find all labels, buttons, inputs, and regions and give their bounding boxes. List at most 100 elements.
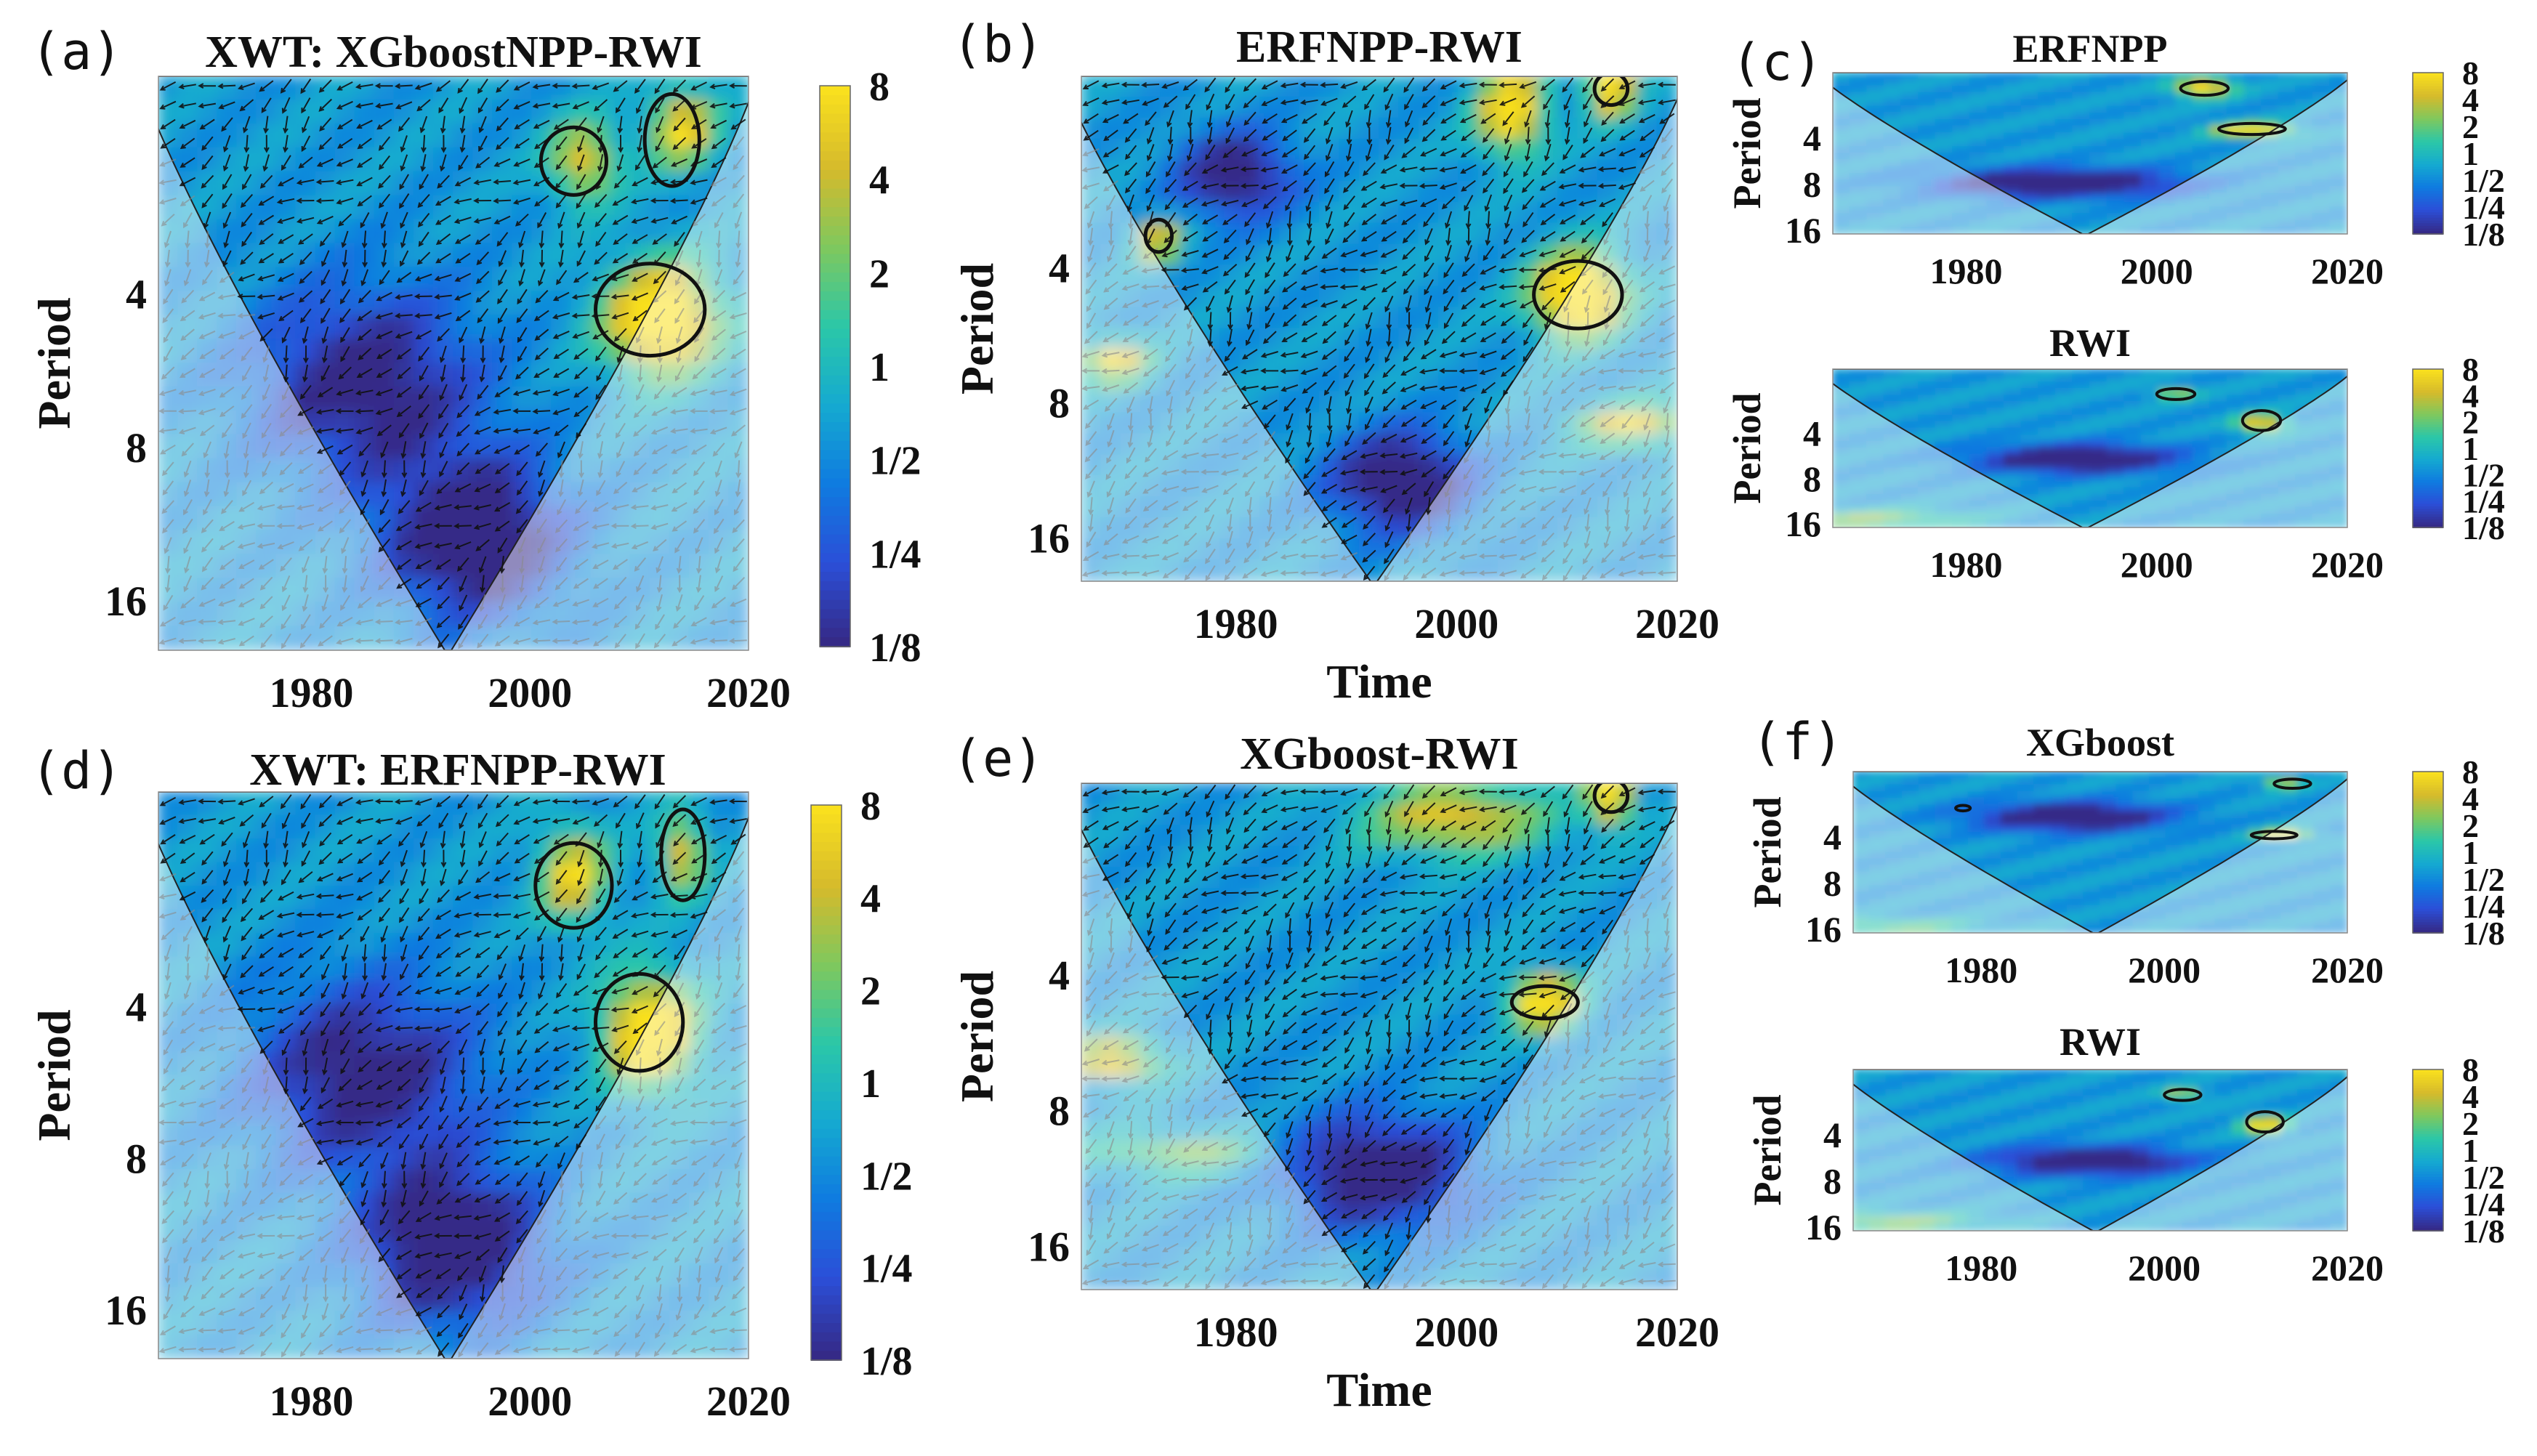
colorbar-tick-label: 2 [869,251,890,296]
x-tick-label: 2000 [488,669,572,716]
chart-title: RWI [2060,1020,2141,1064]
colorbar-tick-label: 1/8 [2462,1213,2505,1250]
colorbar-tick-label: 1 [2462,1132,2479,1169]
cone-of-influence-line [1833,369,2347,527]
cone-of-influence-line [1833,73,2347,234]
plot-frame [158,791,749,1359]
panel-label: (e) [952,729,1044,788]
power-field [1853,772,2347,933]
colorbar-tick-label: 1 [2462,430,2479,467]
colorbar-tick-label: 1 [2462,135,2479,172]
y-axis-label: Period [28,297,80,429]
colorbar-tick-label: 2 [860,969,881,1014]
x-tick-label: 1980 [270,1378,354,1425]
y-tick-label: 16 [1805,1207,1842,1247]
colorbar-tick-label: 8 [2462,351,2479,388]
x-tick-label: 1980 [1930,251,2003,291]
panel-b: 1980 2000 2020 4 8 16 Period Time ERFNPP-RWI (b) [951,15,1719,708]
colorbar-tick-label: 1/8 [2462,915,2505,952]
x-tick-label: 1980 [1930,544,2003,585]
panel-label: (a) [31,22,122,81]
x-tick-label: 2000 [1414,600,1499,647]
colorbar-tick-label: 1/8 [2462,509,2505,546]
cone-of-influence-line [158,792,749,1359]
y-tick-label: 16 [1785,210,1821,251]
chart-title: RWI [2049,321,2131,365]
colorbar-tick-label: 8 [2462,1051,2479,1088]
chart-title: ERFNPP-RWI [1236,23,1522,72]
y-axis-label: Period [1725,98,1769,209]
phase-arrows [158,78,747,650]
significance-contour [593,971,685,1073]
y-axis-label: Period [951,263,1003,395]
power-field [1833,369,2347,527]
y-tick-label: 16 [1805,909,1842,950]
y-axis-label: Period [1746,797,1789,908]
x-tick-label: 2000 [2128,950,2201,990]
significance-contour [1592,76,1630,108]
significance-contour [539,125,609,197]
plot-frame [1852,771,2348,934]
significance-contour [2179,80,2230,97]
colorbar-tick-label: 1/8 [869,626,921,671]
y-tick-label: 8 [1823,1161,1842,1202]
colorbar-tick-label: 4 [2462,377,2479,414]
significance-contour [1143,217,1174,254]
x-tick-label: 2000 [1414,1309,1499,1356]
panel-d: 1980 2000 2020 4 8 16 Period XWT: ERFNPP-RWI (d)… [28,741,913,1425]
colorbar-tick-label: 1/8 [2462,216,2505,253]
x-tick-label: 1980 [1945,950,2017,990]
y-tick-label: 16 [105,1287,147,1334]
y-tick-label: 4 [126,984,147,1031]
y-tick-label: 4 [1823,817,1842,857]
phase-arrows [158,794,747,1358]
power-field [158,76,749,650]
y-tick-label: 4 [126,270,147,318]
significance-contour [2163,1088,2203,1102]
y-tick-label: 4 [1803,413,1821,454]
x-tick-label: 2000 [2121,544,2193,585]
y-tick-label: 16 [105,578,147,625]
y-tick-label: 8 [1803,164,1821,205]
y-tick-label: 8 [126,424,147,472]
y-tick-label: 4 [1823,1115,1842,1155]
colorbar-tick-label: 1/4 [2462,888,2505,925]
x-tick-label: 2020 [2311,950,2384,990]
colorbar-tick-label: 1/8 [860,1339,913,1384]
significance-contour [1592,783,1630,814]
y-tick-label: 16 [1028,1223,1070,1270]
cone-of-influence-mask [1853,1069,2347,1231]
plot-frame [1081,76,1678,582]
y-axis-label: Period [1725,393,1769,504]
colorbar-tick-label: 8 [860,784,881,829]
panel-label: (f) [1751,712,1843,772]
y-tick-label: 4 [1049,244,1070,291]
significance-contour [2249,830,2299,841]
colorbar-tick-label: 8 [869,65,890,110]
colorbar-tick-label: 4 [2462,81,2479,118]
colorbar-tick-label: 1/4 [869,532,921,577]
y-axis-label: Period [951,971,1003,1102]
x-tick-label: 1980 [1945,1247,2017,1288]
plot-frame [158,76,749,651]
y-tick-label: 4 [1049,952,1070,999]
significance-contour [1509,984,1580,1021]
cone-of-influence-line [1081,783,1677,1290]
cone-of-influence-line [1853,772,2347,933]
chart-title: ERFNPP [2013,27,2168,70]
y-tick-label: 8 [1803,458,1821,499]
significance-contour [2155,387,2197,401]
x-axis-label: Time [1326,655,1432,708]
x-tick-label: 2020 [1635,600,1719,647]
plot-frame [1832,368,2348,528]
cone-of-influence-mask [1833,369,2347,527]
cone-of-influence-line [158,76,749,650]
